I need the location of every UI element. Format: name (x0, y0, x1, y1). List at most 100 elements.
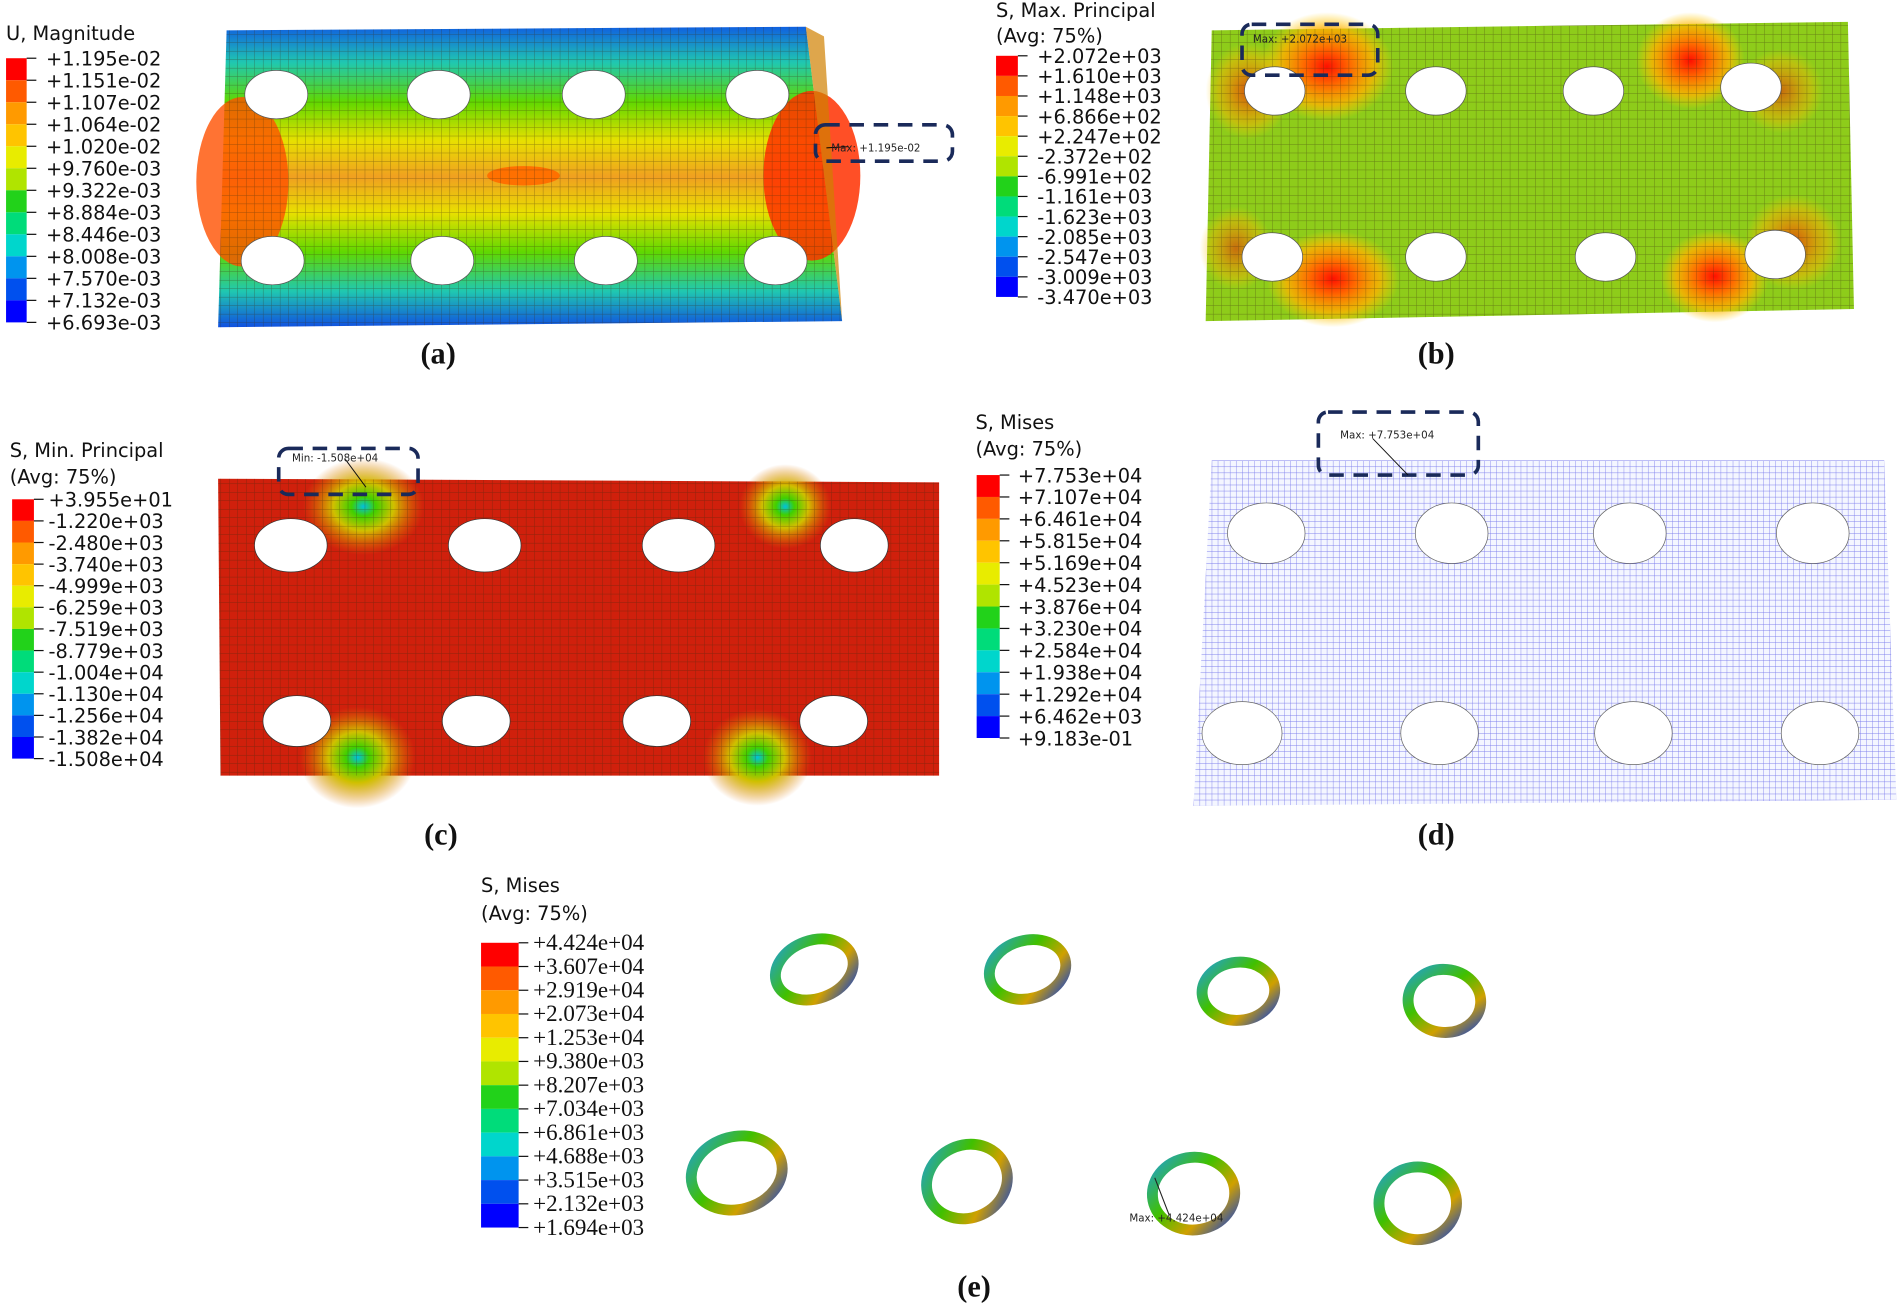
legend-value: -2.085e+03 (1037, 226, 1152, 249)
legend-value: +9.760e-03 (46, 158, 161, 181)
legend-value: +6.462e+03 (1018, 705, 1143, 728)
panel-d-mises-plot: Max: +7.753e+04 (d) (1193, 410, 1897, 852)
legend-value: -7.519e+03 (48, 618, 163, 641)
legend-color-bin (996, 75, 1018, 96)
legend-d: S, Mises(Avg: 75%)+7.753e+04+7.107e+04+6… (975, 411, 1142, 750)
legend-value: -2.372e+02 (1037, 146, 1152, 169)
legend-color-bin (996, 116, 1018, 137)
legend-color-bin (976, 694, 1000, 717)
legend-color-bin (6, 300, 27, 323)
legend-value: +1.610e+03 (1037, 65, 1162, 88)
legend-value: +3.230e+04 (1018, 618, 1143, 641)
legend-value: +1.064e-02 (46, 114, 161, 137)
legend-value: +9.380e+03 (533, 1048, 644, 1074)
max-annotation-box (1316, 410, 1481, 477)
hole-ring (1196, 956, 1281, 1026)
legend-color-bin (996, 95, 1018, 117)
legend-value: +3.876e+04 (1018, 596, 1143, 619)
legend-value: -1.508e+04 (48, 748, 163, 771)
legend-value: +3.515e+03 (533, 1166, 644, 1192)
hole-ring (769, 933, 859, 1006)
legend-color-bin (976, 606, 1000, 629)
legend-value: +2.584e+04 (1018, 640, 1143, 663)
legend-value: -3.009e+03 (1037, 266, 1152, 289)
legend-value: +1.020e-02 (46, 136, 161, 159)
legend-color-bin (12, 628, 34, 651)
legend-color-bin (481, 1108, 519, 1133)
legend-color-bin (976, 584, 1000, 607)
legend-color-bin (12, 693, 34, 716)
legend-color-bin (481, 966, 519, 991)
legend-color-bin (6, 212, 27, 235)
legend-color-bin (481, 990, 519, 1014)
legend-value: +9.322e-03 (46, 180, 161, 203)
legend-color-bin (996, 136, 1018, 157)
legend-color-bin (481, 1156, 519, 1181)
panel-label-e: (e) (957, 1270, 991, 1304)
max-annotation: Max: +1.195e-02 (831, 143, 920, 155)
panel-a-displacement-plot: Max: +1.195e-02 (a) (196, 26, 955, 371)
legend-color-bin (6, 278, 27, 301)
legend-value: +5.815e+04 (1018, 530, 1143, 553)
panel-e-hole-rings-mises: Max: +4.424e+04 (e) (685, 933, 1487, 1304)
legend-value: +8.207e+03 (533, 1071, 644, 1097)
legend-value: -2.547e+03 (1037, 246, 1152, 269)
legend-title: (Avg: 75%) (996, 24, 1103, 47)
max-annotation-box (813, 123, 955, 164)
legend-color-bin (996, 236, 1018, 257)
legend-color-bin (12, 715, 34, 737)
legend-color-bin (976, 562, 1000, 585)
legend-value: +2.132e+03 (533, 1190, 644, 1216)
legend-value: +3.607e+04 (533, 953, 644, 979)
max-annotation: Max: +2.072e+03 (1253, 33, 1347, 45)
legend-value: -3.740e+03 (48, 553, 163, 576)
legend-title: (Avg: 75%) (10, 466, 117, 489)
legend-color-bin (6, 190, 27, 213)
legend-title: U, Magnitude (6, 22, 135, 45)
legend-color-bin (6, 146, 27, 169)
legend-color-bin (481, 1085, 519, 1109)
legend-color-bin (481, 1203, 519, 1228)
legend-value: +4.688e+03 (533, 1143, 644, 1169)
legend-value: +7.034e+03 (533, 1095, 644, 1121)
legend-color-bin (481, 1013, 519, 1038)
legend-value: +4.424e+04 (533, 929, 644, 955)
legend-color-bin (481, 942, 519, 967)
legend-value: +2.072e+03 (1037, 45, 1162, 68)
legend-value: -8.779e+03 (48, 640, 163, 663)
panel-label-a: (a) (420, 337, 455, 371)
legend-value: -6.991e+02 (1037, 166, 1152, 189)
legend-color-bin (481, 1132, 519, 1157)
hole-ring (983, 934, 1072, 1005)
panel-c-min-principal-plot: Min: -1.508e+04 (c) (218, 446, 940, 852)
legend-title: S, Mises (481, 874, 560, 897)
legend-color-bin (996, 55, 1018, 76)
legend-title: (Avg: 75%) (975, 438, 1082, 461)
legend-value: +1.694e+03 (533, 1214, 644, 1240)
legend-color-bin (976, 518, 1000, 541)
min-annotation: Min: -1.508e+04 (292, 453, 378, 465)
legend-value: +1.938e+04 (1018, 662, 1143, 685)
legend-color-bin (12, 564, 34, 586)
hole-ring (685, 1130, 788, 1216)
legend-value: +1.151e-02 (46, 70, 161, 93)
legend-value: +1.253e+04 (533, 1024, 644, 1050)
legend-value: -2.480e+03 (48, 532, 163, 555)
legend-color-bin (12, 499, 34, 521)
legend-b: S, Max. Principal(Avg: 75%)+2.072e+03+1.… (996, 0, 1162, 309)
panel-label-c: (c) (424, 818, 458, 852)
legend-color-bin (976, 716, 1000, 739)
legend-title: S, Min. Principal (10, 439, 164, 462)
legend-value: -4.999e+03 (48, 575, 163, 598)
legend-value: +8.008e-03 (46, 246, 161, 269)
legend-value: +1.107e-02 (46, 92, 161, 115)
legend-value: +4.523e+04 (1018, 574, 1143, 597)
legend-color-bin (976, 540, 1000, 563)
legend-value: -1.382e+04 (48, 726, 163, 749)
legend-value: +7.753e+04 (1018, 464, 1143, 487)
min-annotation-box (276, 446, 420, 497)
legend-color-bin (976, 628, 1000, 651)
legend-value: +1.292e+04 (1018, 683, 1143, 706)
legend-color-bin (976, 475, 1000, 497)
legend-value: +5.169e+04 (1018, 552, 1143, 575)
